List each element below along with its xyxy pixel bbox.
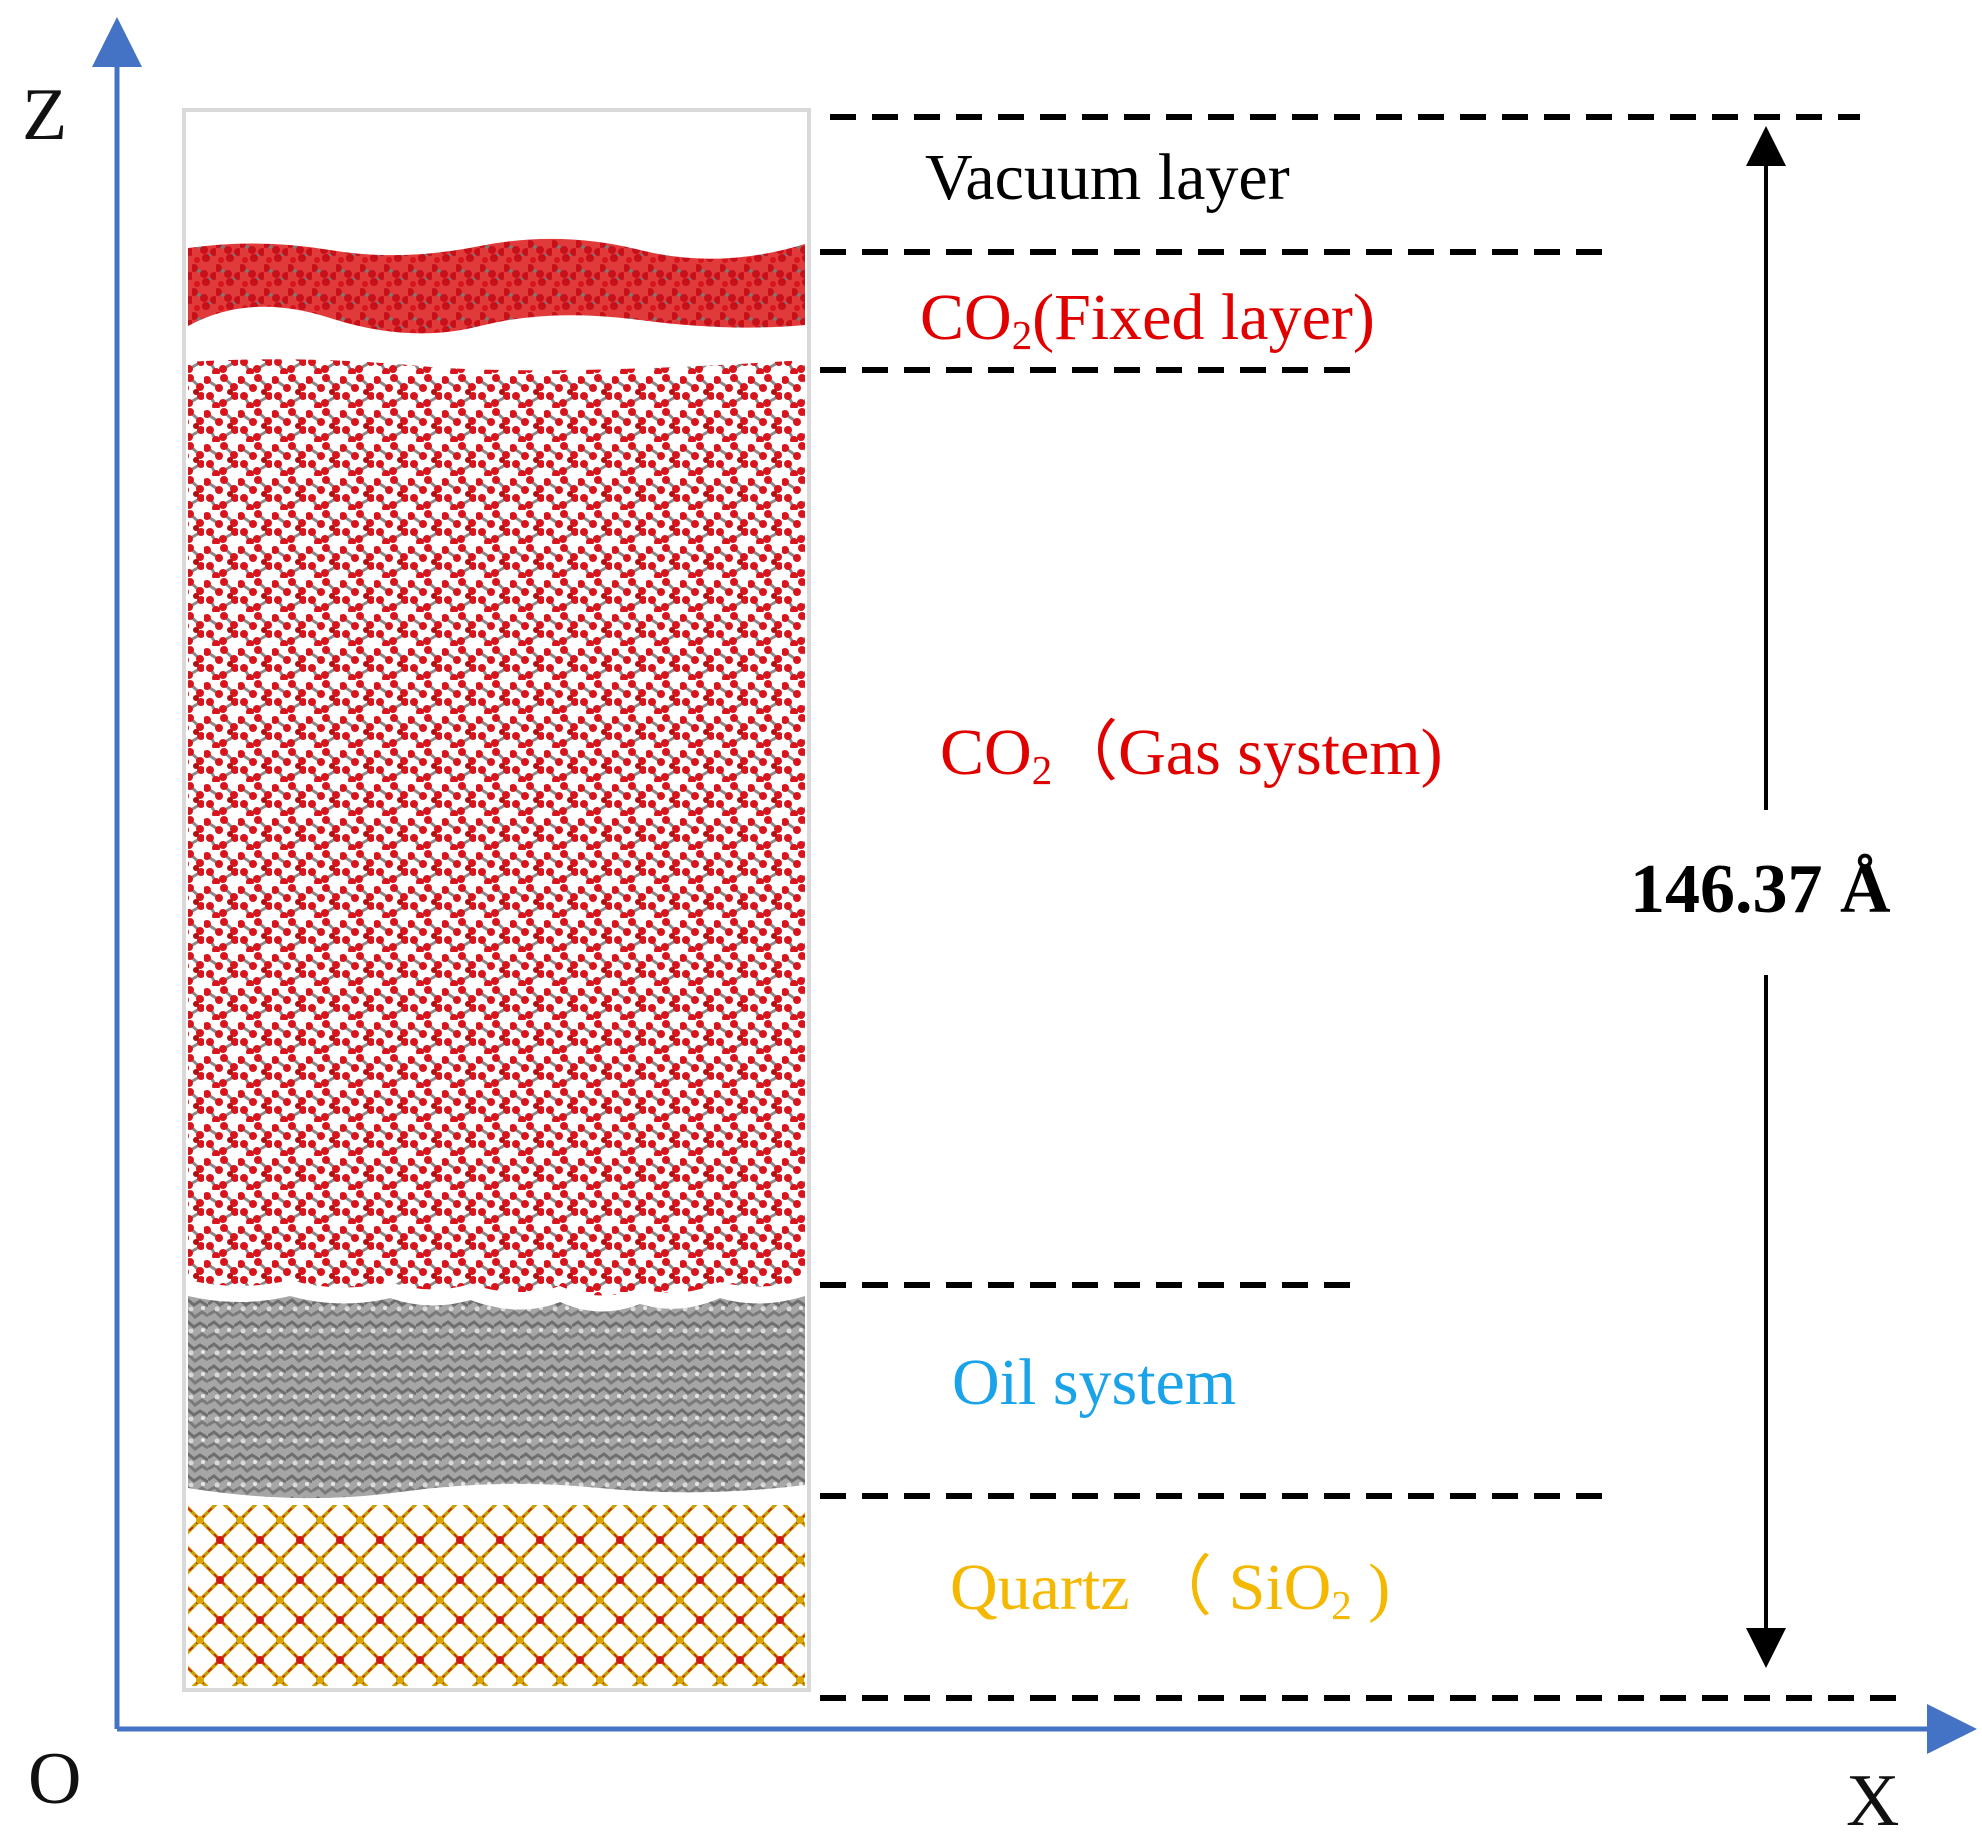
layer-label-co2-gas-subscript: 2 bbox=[1031, 748, 1053, 794]
co2-fixed-layer-band bbox=[188, 238, 805, 334]
origin-label: O bbox=[28, 1738, 82, 1820]
dimension-label: 146.37 Å bbox=[1630, 851, 1891, 928]
layer-label-quartz-text: Quartz （ SiO bbox=[950, 1551, 1332, 1624]
x-axis-label: X bbox=[1846, 1760, 1900, 1842]
quartz-lattice-block bbox=[188, 1505, 805, 1686]
layer-label-co2-gas-suffix: （Gas system) bbox=[1052, 716, 1443, 789]
layer-label-co2-fixed: CO2(Fixed layer) bbox=[920, 285, 1375, 357]
co2-gas-system-block bbox=[188, 359, 805, 1296]
layer-label-co2-gas-text: CO bbox=[940, 716, 1032, 789]
z-axis-label: Z bbox=[22, 74, 68, 156]
layer-label-quartz-suffix: ) bbox=[1351, 1551, 1391, 1624]
layer-label-co2-gas: CO2（Gas system) bbox=[940, 720, 1443, 792]
layer-label-co2-fixed-subscript: 2 bbox=[1011, 313, 1033, 359]
layer-label-vacuum: Vacuum layer bbox=[925, 145, 1290, 211]
oil-system-block bbox=[188, 1296, 805, 1499]
layer-label-oil-text: Oil system bbox=[952, 1346, 1237, 1419]
layer-label-co2-fixed-text: CO bbox=[920, 281, 1012, 354]
layer-label-quartz-subscript: 2 bbox=[1331, 1583, 1352, 1629]
layer-label-vacuum-text: Vacuum layer bbox=[925, 141, 1290, 214]
layer-label-co2-fixed-suffix: (Fixed layer) bbox=[1032, 281, 1375, 354]
layer-label-oil: Oil system bbox=[952, 1350, 1236, 1416]
layer-label-quartz: Quartz （ SiO2 ) bbox=[950, 1555, 1390, 1627]
